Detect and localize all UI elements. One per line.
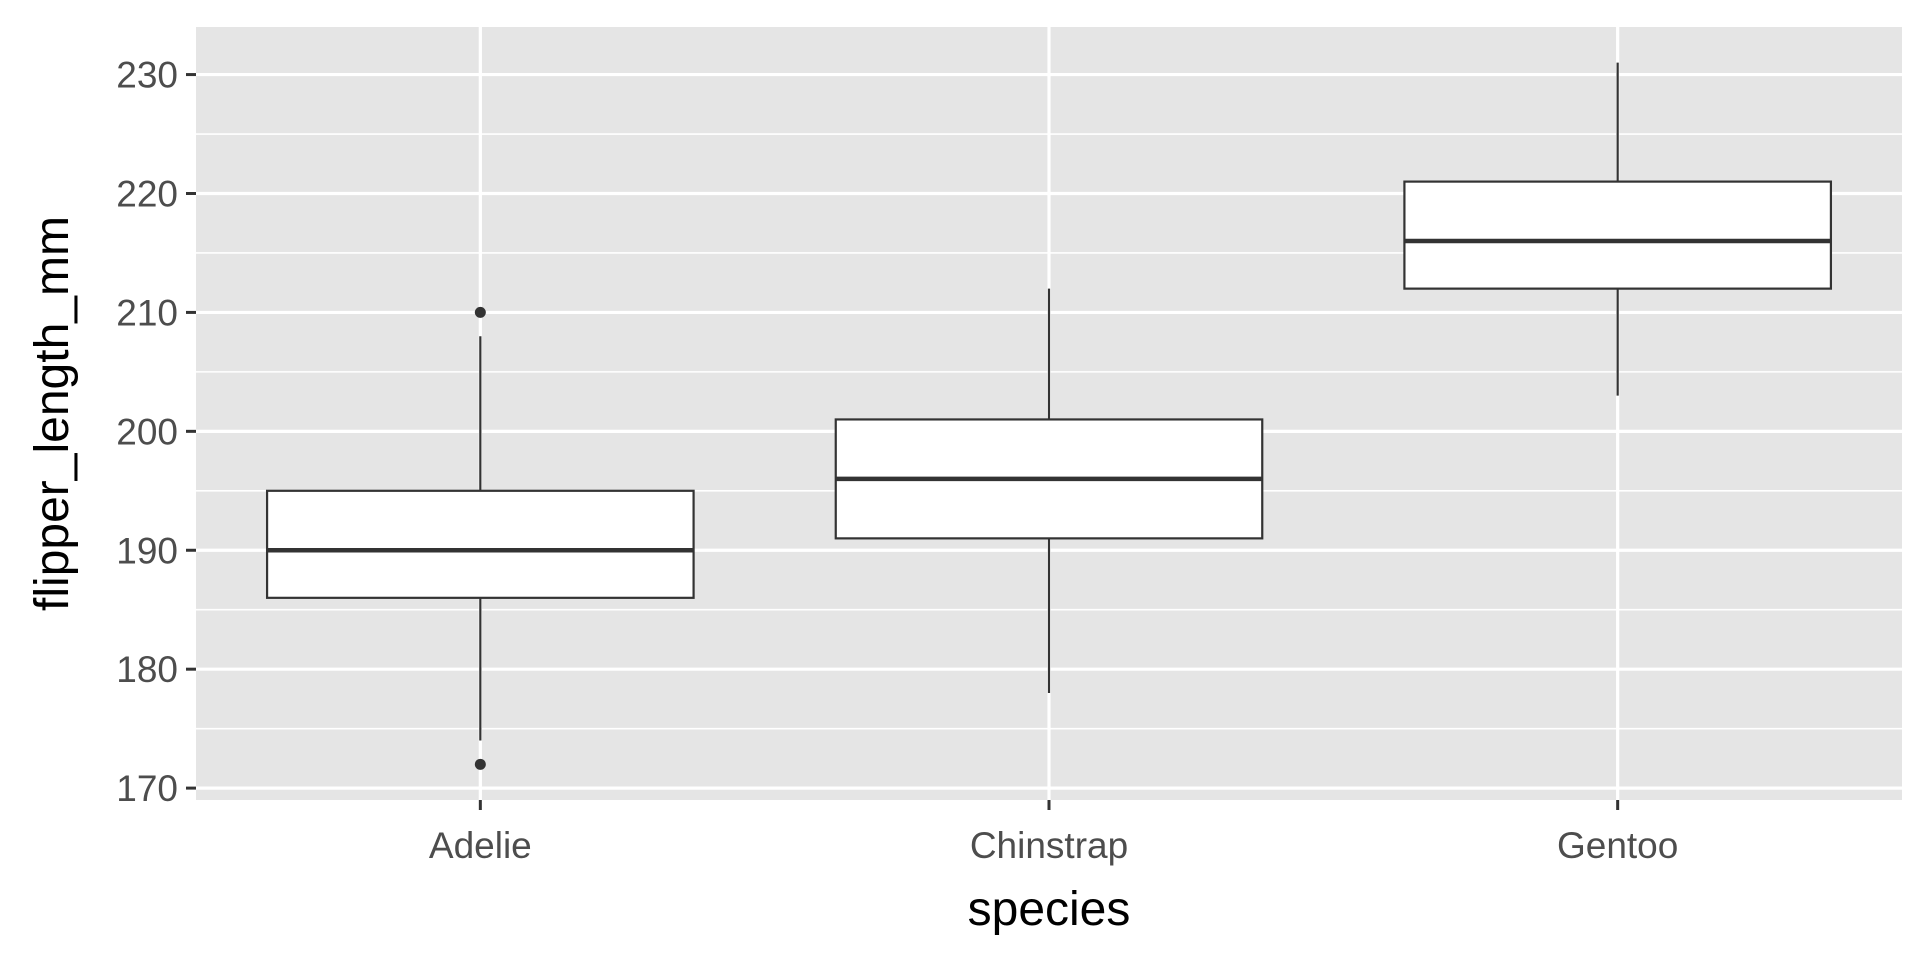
iqr-box xyxy=(1403,180,1833,290)
y-tick-label: 180 xyxy=(116,649,178,690)
y-axis-title: flipper_length_mm xyxy=(26,216,79,611)
x-tick-label: Gentoo xyxy=(1557,825,1678,866)
box-chinstrap xyxy=(834,288,1264,693)
y-tick-label: 190 xyxy=(116,530,178,571)
y-tick-label: 210 xyxy=(116,292,178,333)
iqr-box xyxy=(265,489,695,599)
y-tick-label: 170 xyxy=(116,768,178,809)
y-tick-label: 200 xyxy=(116,411,178,452)
y-axis: 170 180 190 200 210 220 230 xyxy=(116,55,196,809)
x-tick-label: Adelie xyxy=(429,825,532,866)
x-axis-title: species xyxy=(968,883,1131,936)
outlier-point xyxy=(474,306,486,318)
y-tick-label: 230 xyxy=(116,55,178,96)
box-gentoo xyxy=(1403,62,1833,396)
y-tick-label: 220 xyxy=(116,173,178,214)
x-tick-label: Chinstrap xyxy=(970,825,1128,866)
box-adelie xyxy=(265,306,695,770)
x-axis: Adelie Chinstrap Gentoo xyxy=(429,800,1678,866)
boxes xyxy=(265,62,1833,770)
outlier-point xyxy=(474,758,486,770)
